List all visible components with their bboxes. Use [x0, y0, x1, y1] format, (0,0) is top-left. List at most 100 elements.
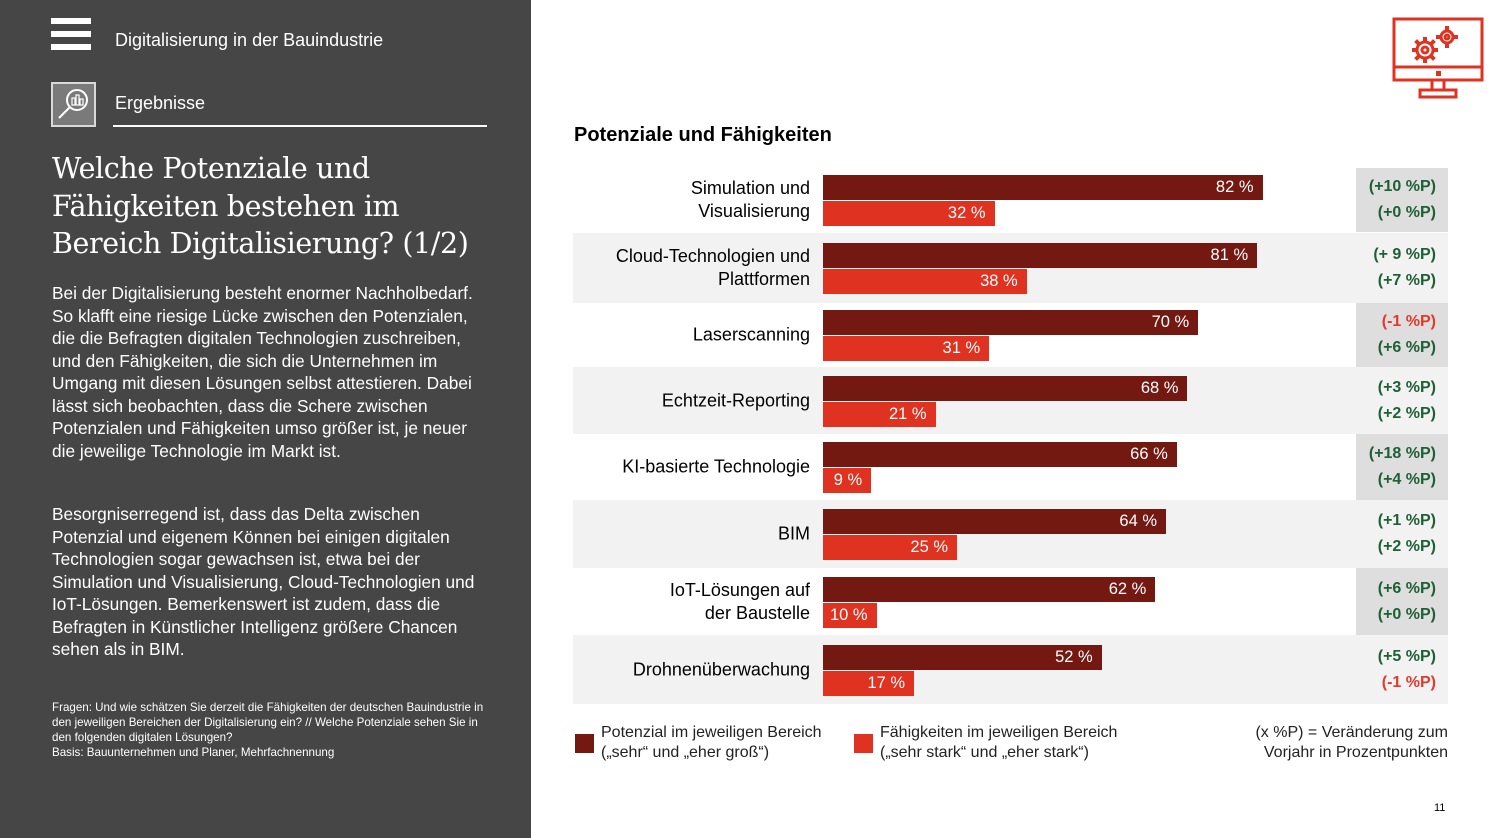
bar-potenzial: 52 % [823, 645, 1102, 670]
chart-row: Cloud-Technologien und Plattformen 81 % 38 … [573, 233, 1448, 303]
delta-faehigkeiten: (+0 %P) [1377, 606, 1436, 623]
chart-row: Echtzeit-Reporting 68 % 21 % (+3 %P) (+2 %P) [573, 367, 1448, 434]
bar-faehigkeiten: 21 % [823, 402, 936, 427]
bar-potenzial: 81 % [823, 243, 1258, 268]
section-label[interactable]: Ergebnisse [115, 93, 206, 113]
delta-faehigkeiten: (+2 %P) [1377, 538, 1436, 555]
delta-potenzial: (+5 %P) [1377, 648, 1436, 665]
bar-faehigkeiten: 32 % [823, 201, 995, 226]
category-label-line: BIM [777, 523, 810, 544]
magnifier-bar-chart-icon[interactable] [51, 82, 96, 127]
footnote-questions: Fragen: Und wie schätzen Sie derzeit die… [52, 701, 484, 744]
app-title[interactable]: Digitalisierung in der Bauindustrie [115, 30, 384, 50]
category-label: Cloud-Technologien und Plattformen [570, 245, 810, 291]
bar-potenzial: 66 % [823, 442, 1177, 467]
bar-faehigkeiten: 31 % [823, 336, 990, 361]
category-label: Echtzeit-Reporting [570, 389, 810, 412]
legend-note-line: (x %P) = Veränderung zum [1255, 724, 1448, 741]
monitor-gears-icon-svg [1392, 17, 1484, 99]
page-headline: Welche Potenziale und Fähigkeiten besteh… [52, 150, 502, 263]
footnote-basis: Basis: Bauunternehmen und Planer, Mehrfa… [52, 746, 335, 759]
legend-sublabel: („sehr“ und „eher groß“) [601, 744, 770, 761]
category-label: Drohnenüberwachung [570, 658, 810, 681]
monitor-gears-icon [1392, 17, 1484, 109]
category-label: BIM [570, 523, 810, 546]
delta-cell [1356, 568, 1448, 635]
legend-swatch-potenzial [575, 734, 594, 753]
chart-row: KI-basierte Technologie 66 % 9 % (+18 %P) (+… [573, 434, 1448, 500]
bar-faehigkeiten: 25 % [823, 535, 957, 560]
bar-faehigkeiten: 38 % [823, 269, 1027, 294]
chart-row: Laserscanning 70 % 31 % (-1 %P) (+6 %P) [573, 303, 1448, 367]
legend-swatch-faehigkeiten [854, 734, 873, 753]
headline-line: Bereich Digitalisierung? (1/2) [52, 227, 469, 260]
bar-potenzial: 64 % [823, 509, 1167, 534]
delta-potenzial: (+3 %P) [1377, 379, 1436, 396]
category-label-line: Plattformen [717, 269, 810, 289]
footnote: Fragen: Und wie schätzen Sie derzeit die… [52, 700, 492, 760]
delta-faehigkeiten: (+2 %P) [1377, 405, 1436, 422]
legend-sublabel: („sehr stark“ und „eher stark“) [880, 744, 1089, 761]
delta-faehigkeiten: (+4 %P) [1377, 471, 1436, 488]
insight-paragraph: Besorgniserregend ist, dass das Delta zw… [52, 504, 475, 659]
legend-item-potenzial: Potenzial im jeweiligen Bereich („sehr“ … [601, 723, 822, 763]
category-label: Laserscanning [570, 324, 810, 347]
delta-potenzial: (-1 %P) [1381, 313, 1436, 330]
category-label: IoT-Lösungen auf der Baustelle [570, 579, 810, 625]
delta-cell [1356, 635, 1448, 704]
chart-row: BIM 64 % 25 % (+1 %P) (+2 %P) [573, 500, 1448, 568]
bar-faehigkeiten: 9 % [823, 468, 872, 493]
bar-chart: Simulation und Visualisierung 82 % 32 % (+10… [573, 168, 1448, 704]
chart-row: Simulation und Visualisierung 82 % 32 % (+10… [573, 168, 1448, 232]
legend-note: (x %P) = Veränderung zum Vorjahr in Proz… [1232, 723, 1448, 763]
category-label-line: IoT-Lösungen auf [669, 579, 810, 600]
chart-row: Drohnenüberwachung 52 % 17 % (+5 %P) (-1 %P) [573, 635, 1448, 704]
delta-faehigkeiten: (+7 %P) [1377, 272, 1436, 289]
chart-row: IoT-Lösungen auf der Baustelle 62 % 10 % (+6… [573, 568, 1448, 635]
legend-label: Fähigkeiten im jeweiligen Bereich [880, 724, 1118, 741]
bar-potenzial: 82 % [823, 175, 1263, 200]
category-label-line: Simulation und [690, 178, 810, 198]
section-divider [113, 125, 487, 127]
category-label: KI-basierte Technologie [570, 456, 810, 479]
delta-potenzial: (+6 %P) [1377, 580, 1436, 597]
legend-item-faehigkeiten: Fähigkeiten im jeweiligen Bereich („sehr… [880, 723, 1117, 763]
bar-faehigkeiten: 10 % [823, 603, 877, 628]
category-label-line: Cloud-Technologien und [615, 246, 810, 266]
headline-line: Fähigkeiten bestehen im [52, 189, 400, 223]
delta-potenzial: (+18 %P) [1368, 445, 1436, 462]
intro-paragraph: Bei der Digitalisierung besteht enormer … [52, 283, 473, 461]
bar-potenzial: 62 % [823, 577, 1156, 602]
hamburger-menu-icon[interactable] [51, 18, 91, 51]
category-label-line: Echtzeit-Reporting [661, 390, 810, 410]
chart-title: Potenziale und Fähigkeiten [574, 124, 832, 146]
category-label-line: Laserscanning [692, 324, 810, 345]
delta-cell [1356, 434, 1448, 500]
menu-bar [51, 31, 91, 37]
delta-cell [1356, 303, 1448, 367]
delta-cell [1356, 168, 1448, 232]
delta-faehigkeiten: (+0 %P) [1377, 204, 1436, 221]
delta-cell [1356, 233, 1448, 303]
delta-faehigkeiten: (-1 %P) [1381, 674, 1436, 691]
delta-potenzial: (+10 %P) [1368, 178, 1436, 195]
magnifier-bar-chart-icon-svg [58, 89, 88, 119]
bar-potenzial: 70 % [823, 310, 1199, 335]
legend-label: Potenzial im jeweiligen Bereich [601, 724, 822, 741]
category-label-line: KI-basierte Technologie [622, 456, 810, 477]
category-label-line: Visualisierung [698, 201, 810, 221]
page-number: 11 [1434, 802, 1446, 814]
bar-potenzial: 68 % [823, 376, 1188, 401]
category-label-line: der Baustelle [704, 602, 810, 623]
menu-bar [51, 18, 91, 24]
headline-line: Welche Potenziale und [52, 152, 370, 185]
delta-faehigkeiten: (+6 %P) [1377, 339, 1436, 356]
category-label: Simulation und Visualisierung [570, 177, 810, 223]
category-label-line: Drohnenüberwachung [632, 659, 810, 679]
legend-note-line: Vorjahr in Prozentpunkten [1263, 744, 1448, 761]
bar-faehigkeiten: 17 % [823, 671, 915, 696]
delta-potenzial: (+ 9 %P) [1373, 246, 1436, 263]
menu-bar [51, 44, 91, 50]
delta-potenzial: (+1 %P) [1377, 512, 1436, 529]
sidebar-panel: Digitalisierung in der Bauindustrie Erge… [0, 0, 531, 838]
